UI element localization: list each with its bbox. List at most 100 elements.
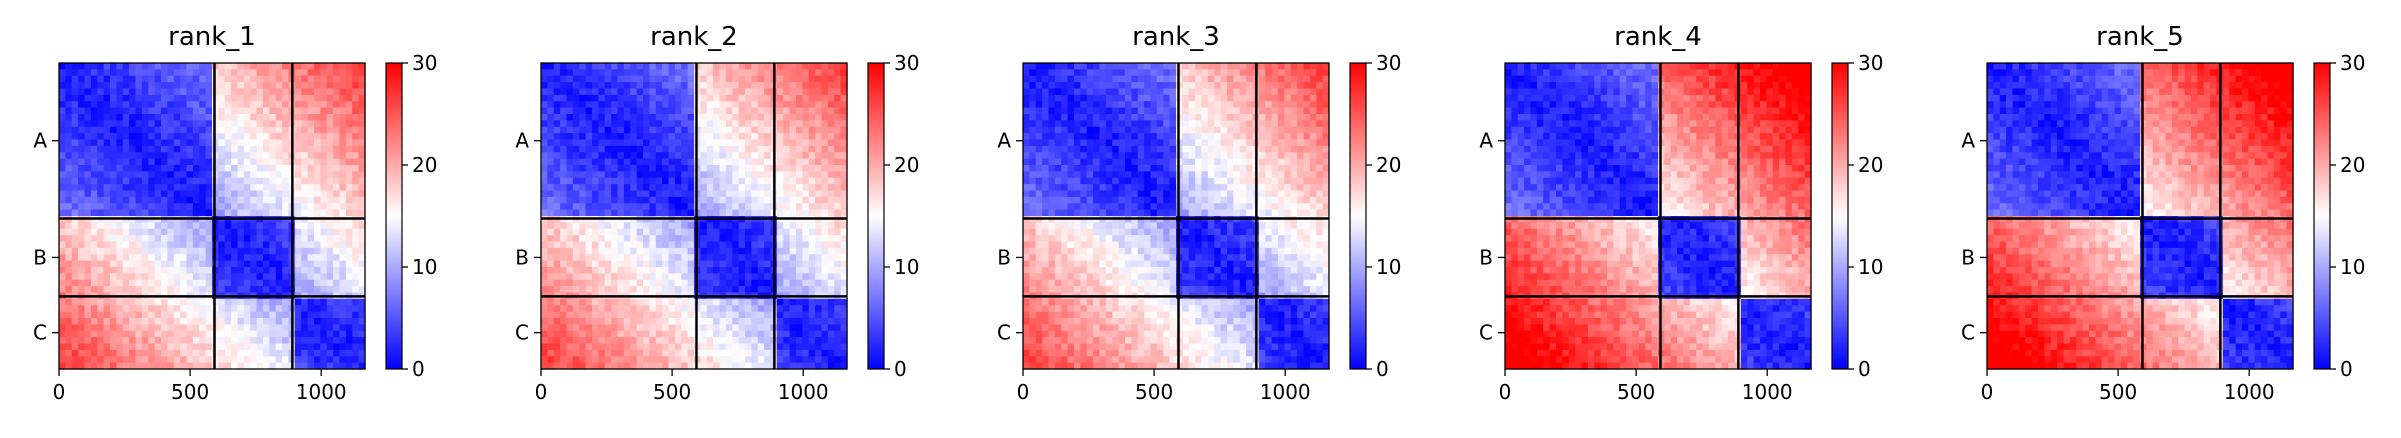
heatmap-cell xyxy=(167,126,175,134)
heatmap-cell xyxy=(71,88,79,96)
heatmap-cell xyxy=(732,203,740,211)
heatmap-cell xyxy=(71,177,79,185)
heatmap-cell xyxy=(572,165,580,172)
heatmap-cell xyxy=(547,305,555,313)
heatmap-cell xyxy=(560,101,568,109)
heatmap-cell xyxy=(655,69,663,77)
heatmap-cell xyxy=(141,133,149,141)
heatmap-cell xyxy=(224,254,232,262)
heatmap-cell xyxy=(301,94,309,102)
heatmap-cell xyxy=(643,145,650,153)
heatmap-cell xyxy=(180,203,188,211)
heatmap-cell xyxy=(205,267,213,274)
heatmap-cell xyxy=(592,133,599,141)
heatmap-cell xyxy=(757,324,765,332)
heatmap-cell xyxy=(218,254,226,262)
heatmap-cell xyxy=(1163,94,1171,102)
heatmap-cell xyxy=(681,133,689,141)
heatmap-cell xyxy=(122,171,130,179)
heatmap-cell xyxy=(167,362,175,370)
heatmap-cell xyxy=(713,171,721,179)
heatmap-cell xyxy=(649,260,657,268)
heatmap-cell xyxy=(84,203,92,211)
heatmap-cell xyxy=(218,273,226,281)
heatmap-cell xyxy=(294,260,302,268)
heatmap-cell xyxy=(815,343,823,351)
heatmap-cell xyxy=(655,101,663,109)
heatmap-cell xyxy=(345,158,353,166)
heatmap-cell xyxy=(789,114,797,121)
heatmap-cell xyxy=(275,184,283,192)
heatmap-cell xyxy=(1278,63,1285,70)
heatmap-cell xyxy=(751,139,759,147)
heatmap-cell xyxy=(269,63,277,70)
heatmap-cell xyxy=(180,139,188,147)
heatmap-cell xyxy=(186,152,194,160)
heatmap-cell xyxy=(1169,69,1177,77)
heatmap-cell xyxy=(840,75,848,83)
heatmap-cell xyxy=(65,343,73,351)
heatmap-cell xyxy=(358,82,366,90)
heatmap-cell xyxy=(745,235,752,243)
heatmap-cell xyxy=(815,286,823,294)
heatmap-cell xyxy=(84,241,92,249)
heatmap-cell xyxy=(802,158,810,166)
heatmap-cell xyxy=(71,222,79,230)
heatmap-cell xyxy=(796,69,803,77)
heatmap-cell xyxy=(783,63,791,70)
heatmap-cell xyxy=(834,279,842,287)
heatmap-cell xyxy=(617,158,625,166)
heatmap-cell xyxy=(333,222,341,230)
heatmap-cell xyxy=(205,318,213,325)
heatmap-cell xyxy=(205,145,213,153)
heatmap-cell xyxy=(681,190,689,198)
heatmap-cell xyxy=(301,260,309,268)
heatmap-cell xyxy=(840,114,848,121)
heatmap-cell xyxy=(808,343,816,351)
heatmap-cell xyxy=(745,343,752,351)
heatmap-cell xyxy=(732,88,740,96)
heatmap-cell xyxy=(122,298,130,306)
heatmap-cell xyxy=(821,247,829,255)
heatmap-cell xyxy=(129,63,137,70)
heatmap-cell xyxy=(776,114,784,121)
heatmap-cell xyxy=(572,311,580,319)
heatmap-cell xyxy=(307,356,315,364)
heatmap-cell xyxy=(307,311,315,319)
heatmap-cell xyxy=(129,228,137,236)
heatmap-cell xyxy=(97,145,105,153)
heatmap-cell xyxy=(802,337,810,345)
heatmap-cell xyxy=(65,337,73,345)
heatmap-cell xyxy=(706,318,714,325)
heatmap-cell xyxy=(662,273,670,281)
heatmap-cell xyxy=(745,196,752,204)
heatmap-cell xyxy=(192,267,200,274)
heatmap-cell xyxy=(231,330,239,338)
heatmap-cell xyxy=(738,75,746,83)
heatmap-cell xyxy=(192,286,200,294)
heatmap-cell xyxy=(1118,88,1126,96)
heatmap-cell xyxy=(352,286,360,294)
heatmap-cell xyxy=(662,305,670,313)
heatmap-cell xyxy=(560,171,568,179)
heatmap-cell xyxy=(205,203,213,211)
heatmap-cell xyxy=(604,298,612,306)
heatmap-cell xyxy=(738,247,746,255)
heatmap-cell xyxy=(783,343,791,351)
heatmap-cell xyxy=(834,209,842,217)
heatmap-cell xyxy=(745,356,752,364)
heatmap-cell xyxy=(1290,69,1298,77)
heatmap-cell xyxy=(237,330,245,338)
heatmap-cell xyxy=(598,165,606,172)
heatmap-cell xyxy=(1137,94,1145,102)
heatmap-cell xyxy=(547,267,555,274)
heatmap-cell xyxy=(840,286,848,294)
heatmap-cell xyxy=(135,362,143,370)
heatmap-cell xyxy=(764,101,772,109)
heatmap-cell xyxy=(604,235,612,243)
heatmap-cell xyxy=(572,196,580,204)
heatmap-cell xyxy=(224,209,232,217)
heatmap-cell xyxy=(256,126,264,134)
heatmap-cell xyxy=(655,82,663,90)
